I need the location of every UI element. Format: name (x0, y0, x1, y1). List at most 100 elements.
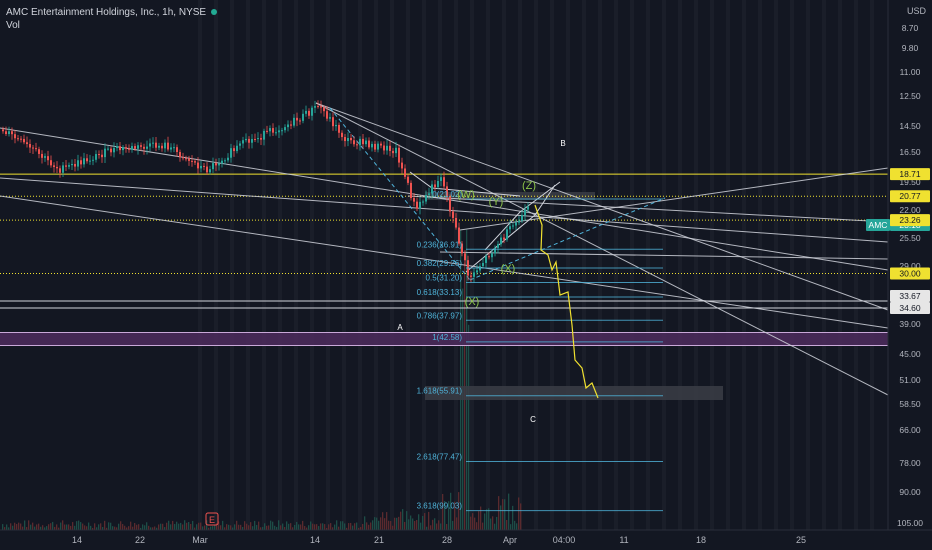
trend-line (407, 195, 889, 223)
volume-bar (510, 524, 512, 530)
volume-bar (250, 522, 252, 530)
candle-body (245, 138, 247, 141)
session-band (838, 0, 842, 530)
volume-bar (470, 516, 472, 530)
volume-bar (132, 526, 134, 530)
candle-body (248, 138, 250, 143)
volume-bar (488, 508, 490, 530)
candle-body (368, 140, 370, 148)
volume-bar (236, 520, 238, 530)
volume-bar (146, 522, 148, 530)
chart-title: AMC Entertainment Holdings, Inc., 1h, NY… (6, 7, 218, 18)
candle-body (452, 211, 454, 218)
candle-body (2, 129, 4, 132)
candle-body (191, 160, 193, 162)
price-badge-label: 33.67 (899, 291, 921, 301)
volume-bar (124, 525, 126, 530)
time-tick-label: 11 (619, 535, 628, 545)
trend-line (0, 127, 889, 271)
volume-bar (280, 525, 282, 530)
volume-bar (74, 525, 76, 530)
candle-body (92, 159, 94, 161)
volume-bar (6, 524, 8, 530)
price-badge-label: 23.26 (899, 215, 921, 225)
candle-body (203, 165, 205, 167)
session-band (294, 0, 298, 530)
volume-bar (154, 526, 156, 530)
candle-body (110, 148, 112, 153)
candle-body (524, 209, 526, 216)
wave-annotation: A (397, 323, 403, 332)
candle-body (38, 149, 40, 154)
candle-body (527, 206, 529, 210)
volume-bar (424, 513, 426, 530)
volume-bar (140, 527, 142, 530)
price-tick-label: 8.70 (902, 23, 919, 33)
fib-level-label: 0.786(37.97) (417, 311, 463, 320)
volume-bar (232, 527, 234, 530)
volume-bar (300, 524, 302, 530)
volume-bar (162, 523, 164, 530)
volume-bar (82, 523, 84, 530)
candle-body (512, 225, 514, 227)
volume-bar (494, 523, 496, 530)
session-band (614, 0, 618, 530)
volume-bar (2, 524, 4, 530)
candle-body (365, 140, 367, 145)
candle-body (335, 124, 337, 127)
candle-body (59, 168, 61, 173)
session-band (534, 0, 538, 530)
volume-bar (438, 520, 440, 530)
trend-line (0, 195, 889, 329)
volume-bar (416, 520, 418, 530)
candle-body (71, 163, 73, 166)
session-band (198, 0, 202, 530)
candle-body (74, 163, 76, 167)
volume-bar (18, 522, 20, 530)
volume-bar (482, 522, 484, 530)
volume-bar (94, 523, 96, 530)
wave-label: (X) (501, 263, 516, 275)
volume-bar (30, 524, 32, 530)
volume-bar (166, 522, 168, 530)
candle-body (422, 201, 424, 203)
volume-bar (110, 522, 112, 530)
candlesticks (2, 100, 529, 283)
session-band (598, 0, 602, 530)
candle-body (362, 138, 364, 145)
volume-bar (44, 527, 46, 530)
candle-body (161, 145, 163, 149)
candle-body (275, 132, 277, 134)
volume-bar (466, 229, 468, 530)
candle-body (233, 148, 235, 152)
volume-bar (498, 496, 500, 530)
volume-bar (182, 524, 184, 530)
volume-bar (52, 521, 54, 530)
volume-bar (122, 524, 124, 530)
price-axis[interactable]: 8.70 9.80 11.00 12.50 14.50 16.50 19.50 22.00 25… (887, 0, 932, 550)
volume-bars (2, 229, 522, 531)
volume-bar (80, 522, 82, 530)
candle-body (239, 143, 241, 146)
volume-bar (258, 521, 260, 530)
session-band (246, 0, 250, 530)
volume-bar (336, 520, 338, 530)
candle-body (287, 124, 289, 128)
volume-bar (430, 525, 432, 530)
volume-bar (400, 511, 402, 530)
time-axis[interactable]: 14 22 Mar 14 21 28 Apr 04:00 11 18 25 (0, 529, 932, 550)
candle-body (62, 165, 64, 173)
volume-bar (266, 525, 268, 530)
fib-level-label: 0.382(29.26) (417, 259, 463, 268)
time-tick-label: 04:00 (553, 535, 576, 545)
volume-bar (312, 523, 314, 530)
volume-bar (484, 513, 486, 530)
candle-body (185, 158, 187, 160)
candle-body (41, 153, 43, 158)
volume-bar (130, 521, 132, 530)
volume-bar (318, 526, 320, 530)
volume-bar (50, 523, 52, 530)
volume-bar (186, 522, 188, 530)
